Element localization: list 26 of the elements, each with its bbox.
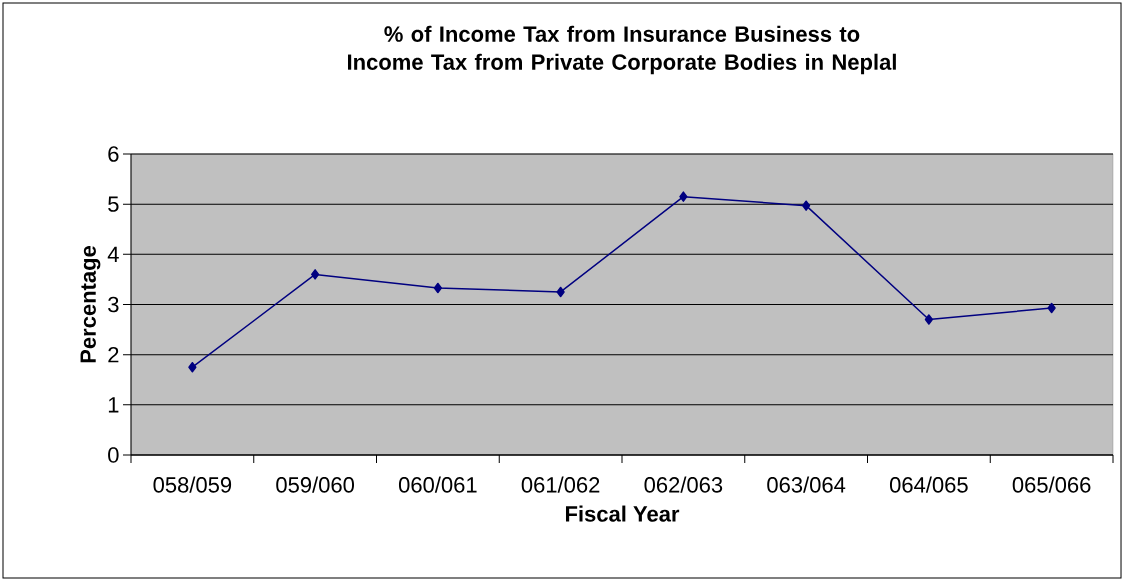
x-tick-label: 061/062: [521, 476, 600, 493]
point: [188, 361, 197, 373]
point: [679, 191, 688, 202]
y-tick-label: 6: [108, 146, 119, 162]
x-tick-label: 065/066: [1012, 476, 1091, 493]
x-tick-label: 062/063: [644, 476, 723, 493]
x-tick-label: 059/060: [276, 476, 355, 493]
point: [802, 200, 811, 211]
y-tick-label: 5: [108, 196, 119, 212]
y-tick-label: 0: [108, 447, 119, 463]
x-tick-label: 063/064: [767, 476, 846, 493]
y-tick-label: 2: [108, 346, 119, 363]
chart-title: % of Income Tax from Insurance Business to Income Tax from Private Corporate Bodies in Neplal: [348, 25, 896, 75]
x-tick-label: 060/061: [398, 476, 477, 493]
x-axis-title: Fiscal Year: [565, 505, 680, 522]
x-tick-label: 058/059: [153, 476, 232, 493]
point: [1047, 302, 1056, 314]
y-axis-title: Percentage: [80, 245, 101, 363]
point: [556, 286, 565, 298]
point: [433, 282, 442, 294]
y-tick-label: 4: [107, 246, 119, 262]
y-tick-label: 1: [108, 397, 119, 413]
point: [311, 269, 320, 280]
x-tick-label: 064/065: [889, 476, 968, 493]
y-tick-label: 3: [108, 296, 119, 313]
point: [924, 314, 934, 325]
